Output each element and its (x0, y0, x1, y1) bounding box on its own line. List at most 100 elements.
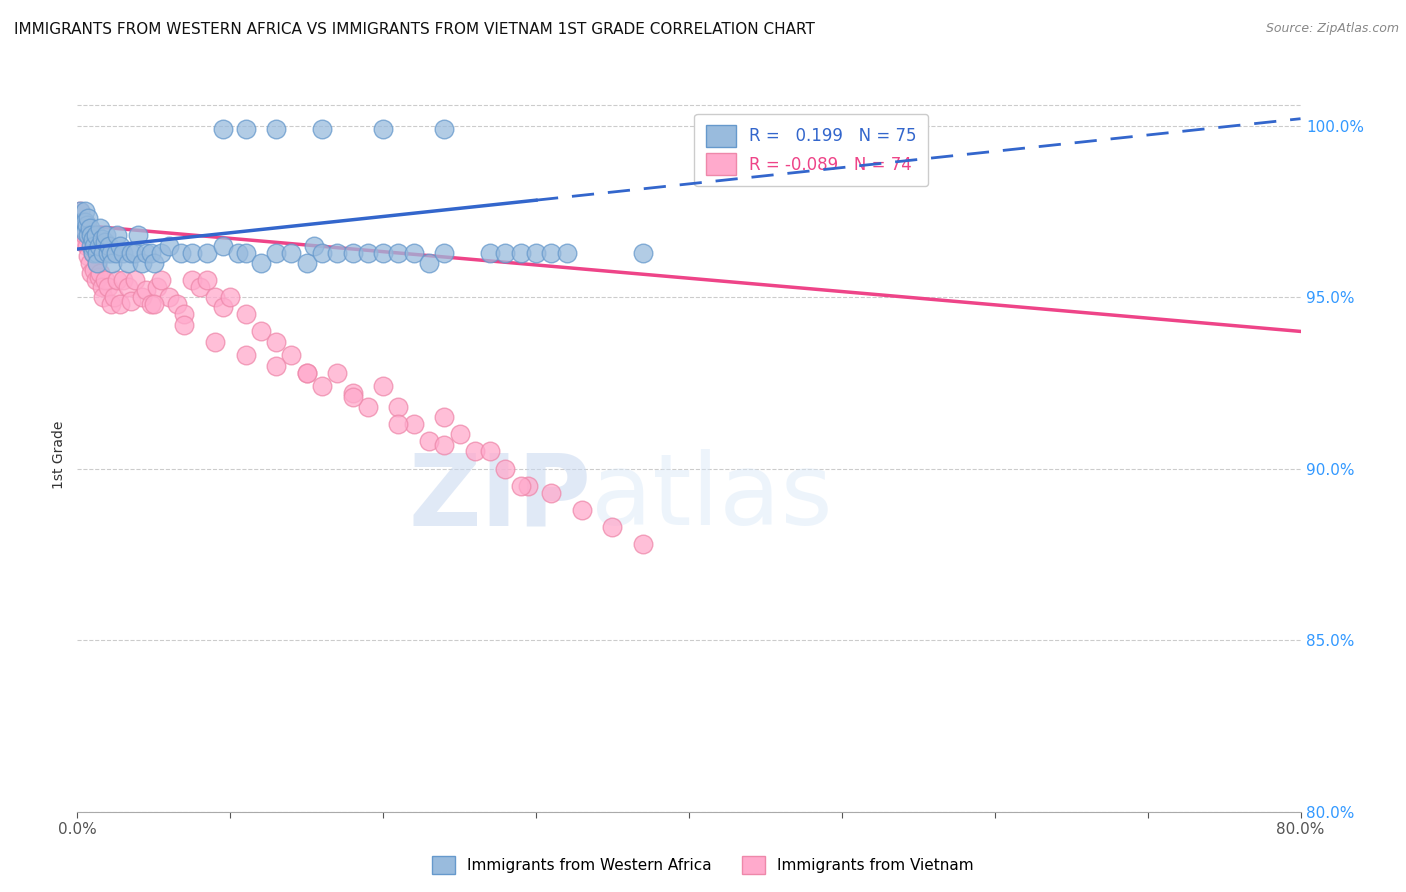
Point (117, 280, 139, 294)
Point (311, 122, 333, 136)
Point (82, 232, 104, 246)
Point (105, 228, 128, 243)
Point (524, 245, 547, 260)
Point (571, 503, 593, 517)
Point (98, 238, 121, 252)
Point (90, 280, 112, 294)
Point (100, 297, 122, 311)
Point (235, 307, 257, 321)
Point (449, 427, 471, 442)
Point (235, 122, 257, 136)
Point (80, 238, 103, 252)
Point (304, 238, 326, 252)
Point (82, 245, 104, 260)
Point (72, 221, 94, 235)
Point (555, 245, 578, 260)
Point (170, 245, 193, 260)
Point (70, 214, 93, 228)
Point (108, 297, 131, 311)
Point (120, 293, 142, 308)
Point (464, 444, 486, 458)
Point (72, 235, 94, 250)
Point (131, 256, 153, 270)
Point (517, 479, 540, 493)
Point (509, 245, 531, 260)
Point (311, 245, 333, 260)
Point (195, 245, 218, 260)
Point (235, 348, 257, 362)
Point (540, 245, 562, 260)
Point (97, 245, 120, 260)
Point (204, 290, 226, 304)
Point (79, 221, 101, 235)
Point (418, 434, 440, 449)
Point (128, 228, 150, 243)
Point (101, 256, 124, 270)
Point (181, 273, 204, 287)
Point (371, 245, 394, 260)
Point (83, 262, 105, 277)
Point (157, 238, 180, 252)
Point (77, 249, 100, 263)
Point (433, 437, 456, 451)
Point (97, 280, 120, 294)
Point (87, 269, 110, 284)
Point (100, 245, 122, 260)
Point (433, 410, 456, 425)
Point (76, 238, 98, 252)
Point (112, 273, 135, 287)
Point (631, 537, 654, 551)
Point (211, 122, 233, 136)
Point (387, 245, 409, 260)
Point (142, 256, 165, 270)
Point (280, 348, 302, 362)
Point (120, 245, 142, 260)
Point (142, 297, 165, 311)
Legend: R =   0.199   N = 75, R = -0.089   N = 74: R = 0.199 N = 75, R = -0.089 N = 74 (695, 113, 928, 186)
Point (402, 245, 425, 260)
Point (94, 273, 117, 287)
Point (76, 218, 98, 232)
Point (219, 290, 242, 304)
Point (70, 214, 93, 228)
Point (73, 204, 96, 219)
Point (146, 280, 169, 294)
Point (73, 228, 96, 243)
Point (235, 245, 257, 260)
Point (264, 122, 287, 136)
Point (387, 400, 409, 414)
Point (250, 256, 273, 270)
Point (79, 256, 101, 270)
Point (105, 273, 128, 287)
Point (84, 273, 107, 287)
Point (402, 417, 425, 431)
Point (195, 273, 218, 287)
Point (86, 256, 108, 270)
Point (69, 204, 91, 219)
Point (295, 366, 318, 380)
Point (173, 318, 195, 332)
Point (139, 245, 162, 260)
Point (77, 211, 100, 226)
Point (250, 325, 273, 339)
Point (117, 256, 139, 270)
Point (91, 290, 114, 304)
Point (80, 228, 103, 243)
Point (139, 297, 162, 311)
Point (94, 235, 117, 250)
Point (342, 390, 364, 404)
Point (73, 214, 96, 228)
Text: atlas: atlas (591, 450, 832, 546)
Text: Source: ZipAtlas.com: Source: ZipAtlas.com (1265, 22, 1399, 36)
Point (72, 221, 94, 235)
Point (112, 245, 135, 260)
Y-axis label: 1st Grade: 1st Grade (52, 421, 66, 489)
Point (73, 225, 96, 239)
Point (86, 256, 108, 270)
Point (135, 245, 157, 260)
Point (77, 228, 100, 243)
Point (204, 334, 226, 349)
Point (433, 122, 456, 136)
Point (602, 520, 624, 534)
Point (87, 238, 110, 252)
